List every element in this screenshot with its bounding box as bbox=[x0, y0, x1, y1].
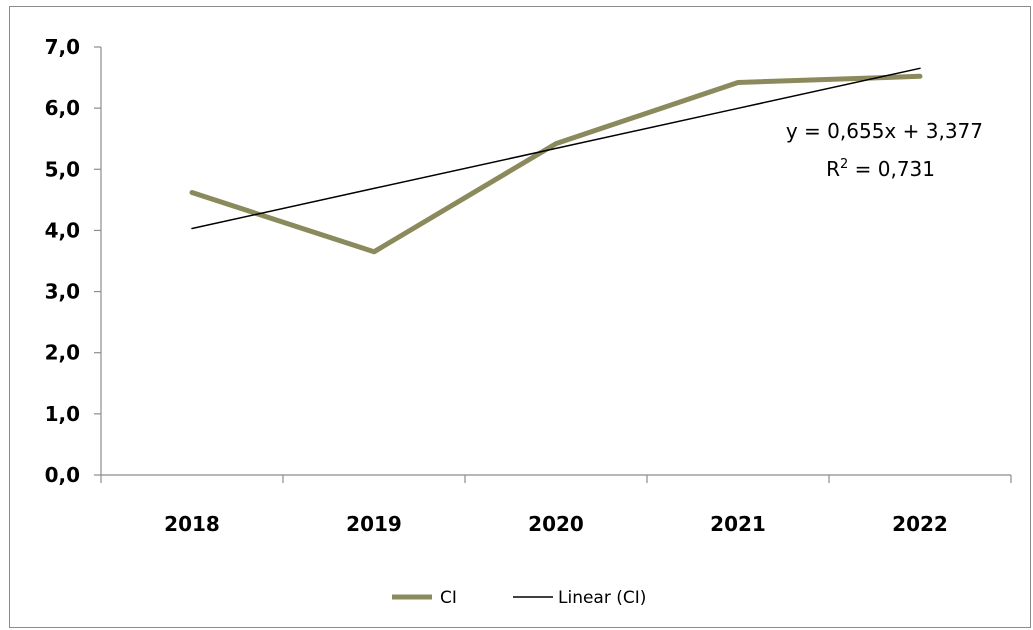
r2-letter: R bbox=[826, 157, 840, 181]
series-line-ci bbox=[189, 73, 923, 255]
series-layer bbox=[189, 67, 923, 255]
y-tick-label: 4,0 bbox=[45, 218, 80, 242]
y-tick-label: 0,0 bbox=[45, 463, 80, 487]
y-tick-label: 3,0 bbox=[45, 280, 80, 304]
x-tick-label: 2019 bbox=[346, 512, 402, 536]
y-tick-label: 5,0 bbox=[45, 157, 80, 181]
y-tick-label: 6,0 bbox=[45, 96, 80, 120]
trendline-linear-ci bbox=[191, 67, 921, 230]
y-tick-label: 2,0 bbox=[45, 341, 80, 365]
x-tick-label: 2022 bbox=[892, 512, 948, 536]
axes bbox=[100, 47, 1011, 476]
x-tick-label: 2021 bbox=[710, 512, 766, 536]
y-tick-label: 7,0 bbox=[45, 35, 80, 59]
chart-frame bbox=[9, 6, 1031, 628]
trendline-equation: y = 0,655x + 3,377 R2 = 0,731 bbox=[786, 119, 983, 181]
r2-superscript: 2 bbox=[840, 157, 848, 172]
x-tick-label: 2018 bbox=[164, 512, 220, 536]
r2-value: = 0,731 bbox=[848, 157, 935, 181]
r-squared-label: R2 = 0,731 bbox=[826, 157, 935, 181]
legend-label-ci: CI bbox=[440, 588, 457, 608]
x-ticks: 2018 2019 2020 2021 2022 bbox=[100, 475, 1012, 536]
x-tick-label: 2020 bbox=[528, 512, 584, 536]
legend-label-linear: Linear (CI) bbox=[558, 588, 646, 608]
y-tick-label: 1,0 bbox=[45, 402, 80, 426]
equation-label: y = 0,655x + 3,377 bbox=[786, 119, 983, 143]
y-ticks: 0,0 1,0 2,0 3,0 4,0 5,0 6,0 7,0 bbox=[45, 35, 101, 487]
legend: CI Linear (CI) bbox=[392, 588, 646, 608]
